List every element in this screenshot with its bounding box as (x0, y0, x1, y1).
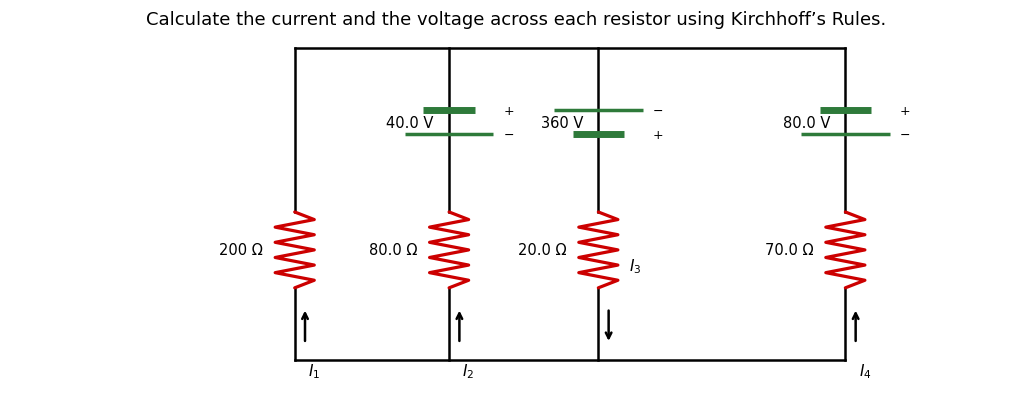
Text: −: − (900, 128, 910, 141)
Text: −: − (653, 104, 664, 117)
Text: 80.0 Ω: 80.0 Ω (368, 243, 417, 258)
Text: 200 Ω: 200 Ω (219, 243, 263, 258)
Text: $I_3$: $I_3$ (630, 257, 642, 275)
Text: +: + (653, 128, 664, 141)
Text: 70.0 Ω: 70.0 Ω (765, 243, 813, 258)
Text: 40.0 V: 40.0 V (386, 115, 433, 130)
Text: $I_1$: $I_1$ (309, 362, 320, 381)
Text: 360 V: 360 V (541, 115, 583, 130)
Text: 80.0 V: 80.0 V (782, 115, 830, 130)
Text: +: + (504, 104, 514, 117)
Text: $I_2$: $I_2$ (462, 362, 475, 381)
Text: 20.0 Ω: 20.0 Ω (518, 243, 567, 258)
Text: +: + (900, 104, 910, 117)
Text: $I_4$: $I_4$ (859, 362, 871, 381)
Text: −: − (504, 128, 514, 141)
Text: Calculate the current and the voltage across each resistor using Kirchhoff’s Rul: Calculate the current and the voltage ac… (146, 11, 886, 29)
